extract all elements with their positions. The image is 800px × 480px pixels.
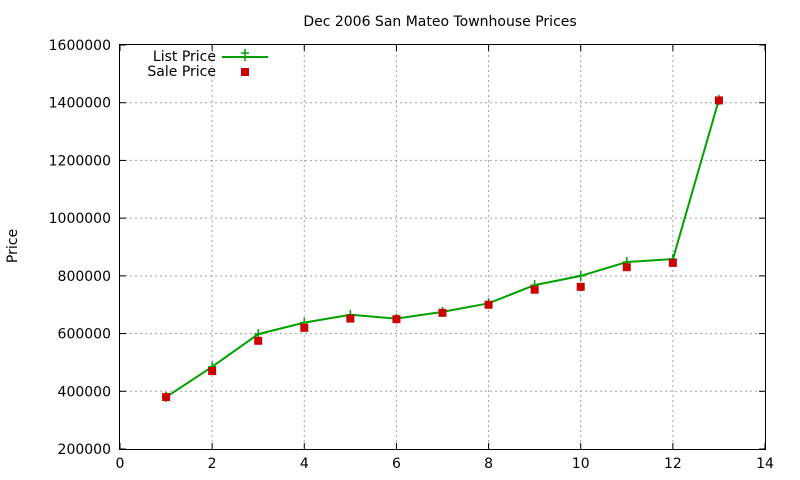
sale-price-point — [392, 315, 401, 324]
y-tick-label: 200000 — [58, 442, 111, 458]
sale-price-point — [346, 314, 355, 323]
sale-price-point — [622, 263, 631, 272]
y-tick-label: 600000 — [58, 327, 111, 343]
sale-price-point — [530, 285, 539, 294]
legend-label-sale-price: Sale Price — [147, 64, 216, 80]
legend-label-list-price: List Price — [153, 49, 216, 65]
x-tick-label: 10 — [572, 456, 590, 472]
x-tick-label: 0 — [116, 456, 125, 472]
sale-price-point — [162, 393, 171, 402]
y-tick-label: 400000 — [58, 384, 111, 400]
sale-price-point — [300, 323, 309, 332]
x-tick-label: 4 — [300, 456, 309, 472]
x-tick-label: 8 — [484, 456, 493, 472]
y-tick-label: 1000000 — [49, 211, 111, 227]
legend-marker-list-price — [241, 49, 249, 61]
y-tick-label: 1200000 — [49, 153, 111, 169]
y-tick-label: 1600000 — [49, 38, 111, 54]
x-tick-label: 14 — [756, 456, 774, 472]
legend: List Price Sale Price — [147, 49, 268, 80]
sale-price-point — [254, 336, 263, 345]
sale-price-point — [576, 282, 585, 291]
y-tick-label: 1400000 — [49, 96, 111, 112]
series-layer — [162, 94, 723, 403]
axis-ticks: 0 2 4 6 8 10 12 14 200000 400000 600000 800000 10000… — [49, 38, 774, 472]
sale-price-point — [438, 308, 447, 317]
x-tick-label: 6 — [392, 456, 401, 472]
sale-price-point — [714, 96, 723, 105]
plot-frame — [119, 44, 766, 450]
legend-marker-sale-price — [241, 68, 249, 76]
chart-title: Dec 2006 San Mateo Townhouse Prices — [303, 14, 576, 30]
sale-price-point — [668, 258, 677, 267]
sale-price-point — [208, 367, 217, 376]
list-price-point — [576, 270, 585, 281]
y-axis-label: Price — [5, 229, 21, 263]
y-tick-label: 800000 — [58, 269, 111, 285]
x-tick-label: 12 — [664, 456, 682, 472]
x-tick-label: 2 — [208, 456, 217, 472]
sale-price-point — [484, 300, 493, 309]
grid — [120, 45, 765, 449]
